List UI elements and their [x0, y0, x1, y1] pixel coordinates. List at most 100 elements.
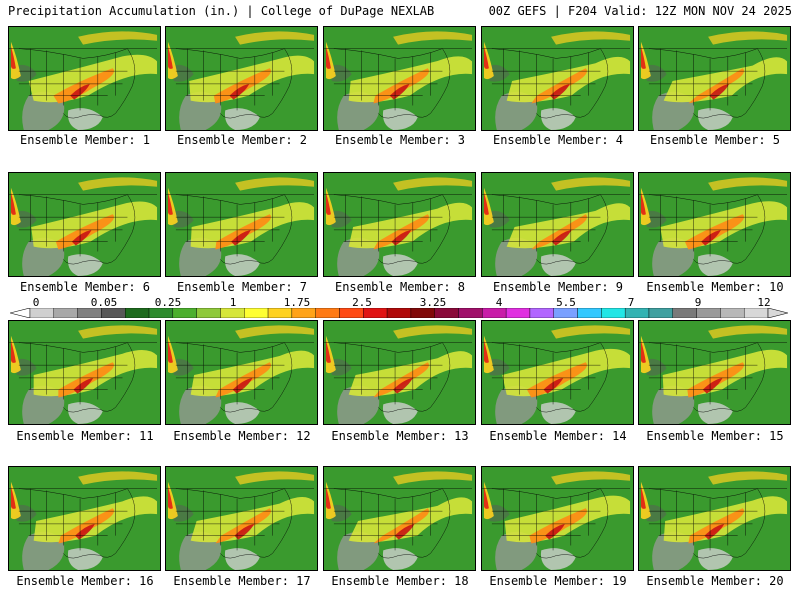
colorbar-swatch — [363, 308, 388, 318]
colorbar-tick-label: 5.5 — [556, 296, 576, 309]
precipitation-map-graphic — [639, 321, 790, 424]
precipitation-map-graphic — [9, 321, 160, 424]
ensemble-member-map — [8, 26, 161, 131]
ensemble-member-label: Ensemble Member: 11 — [16, 429, 154, 443]
colorbar-swatch — [291, 308, 316, 318]
colorbar-tick-label: 2.5 — [352, 296, 372, 309]
colorbar-tick-label: 9 — [694, 296, 702, 309]
colorbar-swatch — [172, 308, 197, 318]
ensemble-member-label: Ensemble Member: 14 — [489, 429, 627, 443]
precipitation-map-graphic — [324, 173, 475, 276]
colorbar-tick-label: 3.25 — [419, 296, 447, 309]
ensemble-member-map — [638, 466, 791, 571]
colorbar-swatch — [125, 308, 150, 318]
colorbar-tick-label: 1 — [229, 296, 237, 309]
ensemble-member-map — [638, 172, 791, 277]
colorbar-swatch — [29, 308, 55, 318]
ensemble-member-map — [165, 466, 318, 571]
colorbar-swatch — [410, 308, 435, 318]
colorbar-swatch — [434, 308, 459, 318]
colorbar-swatch — [648, 308, 673, 318]
colorbar-swatch — [529, 308, 554, 318]
ensemble-member-map — [638, 320, 791, 425]
precipitation-map-graphic — [639, 467, 790, 570]
colorbar-tick-label: 4 — [495, 296, 503, 309]
ensemble-member-map — [323, 320, 476, 425]
colorbar-swatch — [53, 308, 78, 318]
ensemble-member-map — [323, 172, 476, 277]
ensemble-member-map — [165, 320, 318, 425]
ensemble-member-label: Ensemble Member: 17 — [173, 574, 311, 588]
precipitation-map-graphic — [324, 321, 475, 424]
ensemble-member-map — [481, 172, 634, 277]
precipitation-map-graphic — [9, 173, 160, 276]
ensemble-member-label: Ensemble Member: 5 — [649, 133, 781, 147]
colorbar-swatch — [577, 308, 602, 318]
precipitation-map-graphic — [324, 467, 475, 570]
ensemble-member-label: Ensemble Member: 6 — [19, 280, 151, 294]
colorbar-swatch — [244, 308, 269, 318]
ensemble-member-label: Ensemble Member: 19 — [489, 574, 627, 588]
colorbar-swatch — [148, 308, 174, 318]
precipitation-map-graphic — [9, 27, 160, 130]
precipitation-map-graphic — [639, 173, 790, 276]
ensemble-member-label: Ensemble Member: 18 — [331, 574, 469, 588]
ensemble-member-map — [8, 172, 161, 277]
precipitation-map-graphic — [482, 173, 633, 276]
precipitation-map-graphic — [166, 321, 317, 424]
colorbar-swatch — [696, 308, 721, 318]
precipitation-map-graphic — [482, 467, 633, 570]
precipitation-map-graphic — [324, 27, 475, 130]
colorbar-swatch — [339, 308, 364, 318]
colorbar-swatch — [77, 308, 102, 318]
colorbar-swatch — [267, 308, 293, 318]
colorbar-swatch — [386, 308, 412, 318]
ensemble-member-label: Ensemble Member: 13 — [331, 429, 469, 443]
colorbar-tick-label: 0.25 — [154, 296, 182, 309]
precipitation-map-graphic — [482, 27, 633, 130]
colorbar-swatch — [672, 308, 697, 318]
colorbar-tick-label: 12 — [757, 296, 771, 309]
ensemble-member-map — [638, 26, 791, 131]
ensemble-member-label: Ensemble Member: 20 — [646, 574, 784, 588]
colorbar-swatch — [196, 308, 221, 318]
colorbar-tick-label: 1.75 — [283, 296, 311, 309]
ensemble-member-label: Ensemble Member: 16 — [16, 574, 154, 588]
ensemble-member-label: Ensemble Member: 12 — [173, 429, 311, 443]
ensemble-member-label: Ensemble Member: 4 — [492, 133, 624, 147]
colorbar-swatch — [505, 308, 531, 318]
ensemble-member-map — [323, 26, 476, 131]
colorbar-right-arrow — [767, 308, 788, 318]
precipitation-map-graphic — [639, 27, 790, 130]
ensemble-member-map — [8, 466, 161, 571]
colorbar-left-arrow — [10, 308, 31, 318]
precipitation-map-graphic — [166, 27, 317, 130]
colorbar-swatch — [315, 308, 340, 318]
precipitation-map-graphic — [166, 173, 317, 276]
ensemble-member-map — [481, 466, 634, 571]
colorbar-swatch — [743, 308, 769, 318]
ensemble-member-label: Ensemble Member: 10 — [646, 280, 784, 294]
colorbar — [10, 308, 788, 318]
colorbar-swatch — [624, 308, 650, 318]
colorbar-swatch — [601, 308, 626, 318]
precipitation-map-graphic — [9, 467, 160, 570]
ensemble-member-label: Ensemble Member: 9 — [492, 280, 624, 294]
ensemble-member-label: Ensemble Member: 1 — [19, 133, 151, 147]
ensemble-member-map — [481, 320, 634, 425]
colorbar-swatch — [482, 308, 507, 318]
colorbar-tick-label: 0.05 — [90, 296, 118, 309]
precipitation-map-graphic — [482, 321, 633, 424]
ensemble-member-map — [323, 466, 476, 571]
ensemble-member-label: Ensemble Member: 7 — [176, 280, 308, 294]
ensemble-member-map — [8, 320, 161, 425]
colorbar-swatch — [553, 308, 578, 318]
ensemble-member-label: Ensemble Member: 15 — [646, 429, 784, 443]
precipitation-map-graphic — [166, 467, 317, 570]
colorbar-tick-label: 7 — [627, 296, 635, 309]
colorbar-swatch — [220, 308, 245, 318]
colorbar-swatch — [101, 308, 126, 318]
ensemble-member-map — [481, 26, 634, 131]
model-run-info: 00Z GEFS | F204 Valid: 12Z MON NOV 24 20… — [488, 4, 792, 18]
colorbar-tick-label: 0 — [32, 296, 40, 309]
